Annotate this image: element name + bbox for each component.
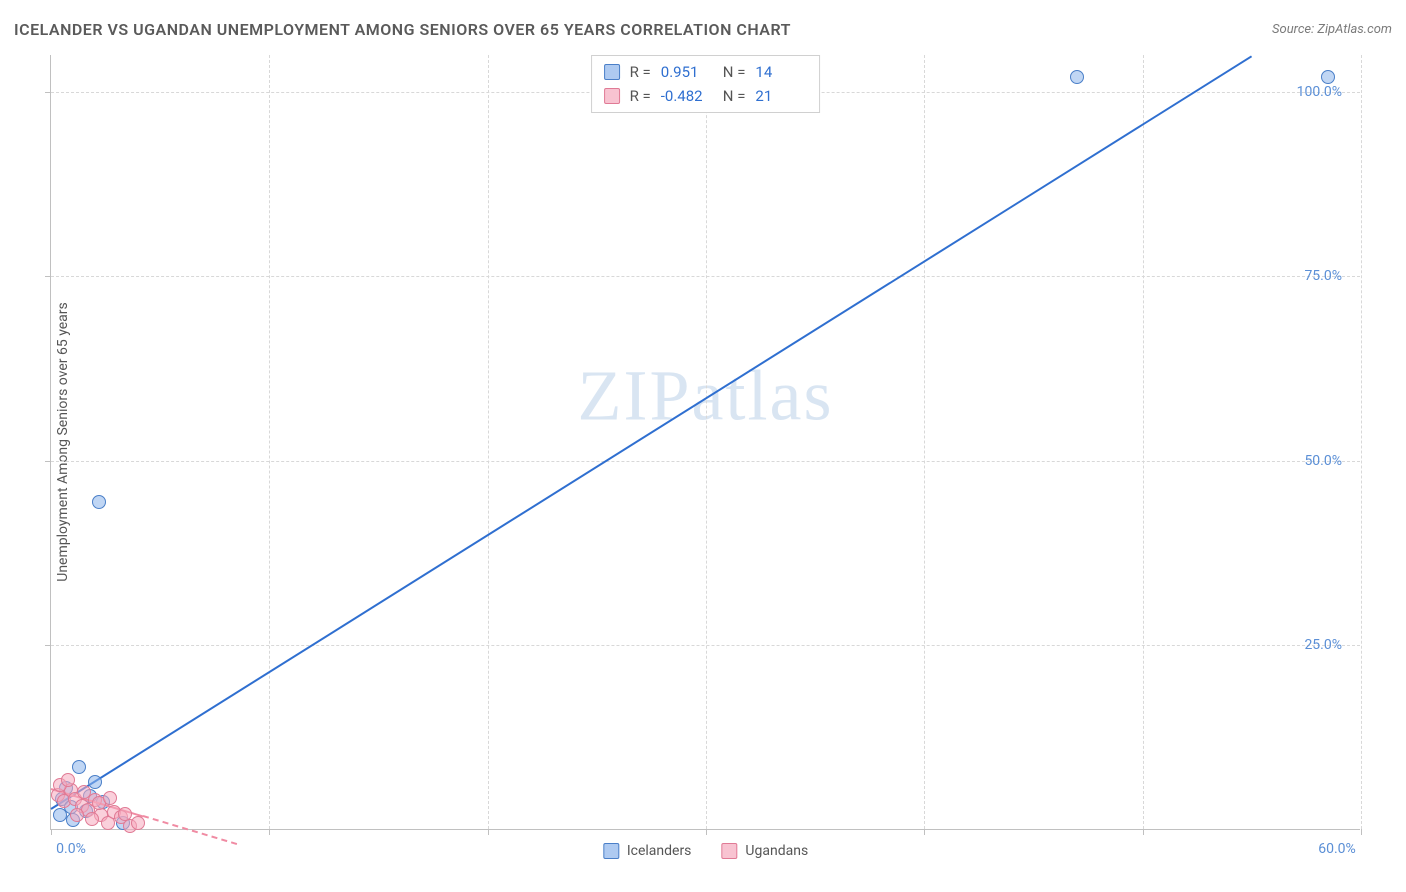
y-tick-label: 100.0% [1297,84,1342,100]
gridline-vertical [1361,55,1362,829]
x-tick-mark [1143,829,1144,835]
stats-row: R = 0.951 N = 14 [604,60,808,84]
n-value: 21 [755,84,807,108]
data-point [92,495,106,509]
n-label: N = [723,60,746,84]
data-point [85,812,99,826]
correlation-stats-box: R = 0.951 N = 14 R = -0.482 N = 21 [591,55,821,113]
data-point [1070,70,1084,84]
chart-title: ICELANDER VS UGANDAN UNEMPLOYMENT AMONG … [14,20,791,39]
data-point [70,808,84,822]
data-point [118,807,132,821]
data-point [131,816,145,830]
y-tick-label: 75.0% [1304,268,1342,284]
source-attribution: Source: ZipAtlas.com [1272,22,1392,37]
legend-swatch-icon [721,843,737,859]
x-tick-mark [269,829,270,835]
data-point [77,785,91,799]
gridline-vertical [1143,55,1144,829]
legend-item: Ugandans [721,843,808,859]
data-point [53,808,67,822]
gridline-vertical [706,55,707,829]
plot-area: Unemployment Among Seniors over 65 years… [50,55,1360,830]
header-bar: ICELANDER VS UGANDAN UNEMPLOYMENT AMONG … [14,20,1392,39]
stats-row: R = -0.482 N = 21 [604,84,808,108]
legend-swatch-icon [603,843,619,859]
n-value: 14 [755,60,807,84]
x-tick-label: 60.0% [1318,841,1356,857]
y-tick-mark [45,92,51,93]
x-tick-label: 0.0% [56,841,86,857]
n-label: N = [723,84,746,108]
trendline [142,815,236,845]
r-label: R = [630,60,651,84]
series-swatch-icon [604,88,620,104]
legend-label: Ugandans [745,843,808,859]
legend: Icelanders Ugandans [603,843,808,859]
y-tick-mark [45,276,51,277]
r-value: 0.951 [661,60,713,84]
series-swatch-icon [604,64,620,80]
gridline-vertical [269,55,270,829]
y-axis-label: Unemployment Among Seniors over 65 years [55,302,71,582]
data-point [61,773,75,787]
x-tick-mark [706,829,707,835]
x-tick-mark [488,829,489,835]
data-point [1321,70,1335,84]
x-tick-mark [924,829,925,835]
trendline [50,55,1252,810]
gridline-vertical [488,55,489,829]
x-tick-mark [51,829,52,835]
r-value: -0.482 [661,84,713,108]
y-tick-label: 25.0% [1304,637,1342,653]
y-tick-label: 50.0% [1304,453,1342,469]
y-tick-mark [45,645,51,646]
y-tick-mark [45,461,51,462]
gridline-vertical [924,55,925,829]
legend-item: Icelanders [603,843,692,859]
x-tick-mark [1361,829,1362,835]
data-point [88,775,102,789]
r-label: R = [630,84,651,108]
data-point [72,760,86,774]
legend-label: Icelanders [627,843,692,859]
data-point [103,791,117,805]
